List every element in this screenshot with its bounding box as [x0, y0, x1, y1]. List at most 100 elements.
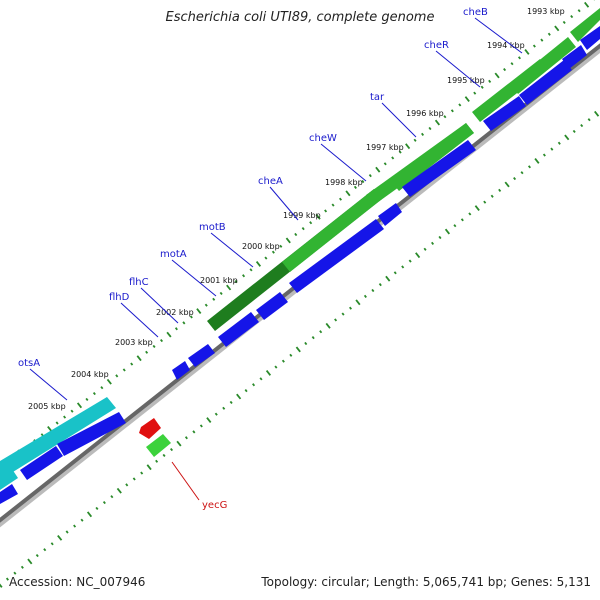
- gene-bar[interactable]: [282, 189, 382, 272]
- tick-mark: [65, 530, 69, 534]
- outer-tick-ring: [3, 0, 595, 466]
- tick-mark: [570, 15, 574, 19]
- tick-mark: [132, 477, 136, 481]
- tick-mark: [192, 430, 196, 434]
- tick-mark: [184, 436, 188, 440]
- cds-arrow[interactable]: [139, 418, 161, 439]
- kbp-label: 1993 kbp: [527, 7, 565, 16]
- tick-mark: [35, 553, 39, 558]
- cds-arrow[interactable]: [580, 26, 600, 50]
- cds-arrow[interactable]: [562, 45, 587, 69]
- tick-mark: [145, 350, 149, 354]
- tick-mark: [431, 241, 435, 245]
- tick-mark: [204, 303, 208, 307]
- tick-mark: [236, 393, 242, 400]
- tick-mark: [443, 115, 447, 119]
- tick-mark: [196, 308, 202, 314]
- gene-label-motB[interactable]: motB: [199, 222, 226, 233]
- tick-mark: [550, 147, 554, 151]
- tick-mark: [517, 56, 521, 60]
- tick-mark: [265, 370, 272, 376]
- tick-mark: [259, 377, 263, 381]
- label-leader-line: [435, 50, 481, 88]
- tick-mark: [5, 577, 9, 581]
- tick-mark: [532, 44, 536, 48]
- tick-mark: [43, 548, 47, 552]
- cds-arrow[interactable]: [402, 140, 476, 197]
- gene-bar[interactable]: [510, 37, 576, 94]
- tick-mark: [324, 209, 328, 213]
- tick-mark: [309, 221, 313, 225]
- gene-bar[interactable]: [0, 397, 116, 480]
- kbp-label: 2002 kbp: [156, 308, 194, 317]
- tick-mark: [355, 299, 361, 306]
- tick-mark: [393, 271, 397, 275]
- gene-label-cheB[interactable]: cheB: [463, 7, 488, 18]
- gene-label-motA[interactable]: motA: [160, 249, 187, 260]
- gene-label-cheR[interactable]: cheR: [424, 40, 449, 51]
- tick-mark: [13, 571, 17, 575]
- gene-label-yecG[interactable]: yecG: [202, 500, 227, 511]
- gene-label-flhD[interactable]: flhD: [109, 292, 130, 303]
- tick-mark: [160, 338, 164, 343]
- reverse-gene-track: [139, 418, 171, 457]
- label-leader-line: [171, 461, 200, 501]
- cds-arrow[interactable]: [188, 344, 215, 367]
- tick-mark: [572, 129, 576, 134]
- forward-cds-track: [0, 26, 600, 504]
- gene-label-flhC[interactable]: flhC: [129, 277, 149, 288]
- tick-mark: [453, 224, 457, 228]
- gene-label-tar[interactable]: tar: [370, 92, 385, 103]
- tick-mark: [345, 190, 351, 197]
- kbp-label: 2004 kbp: [71, 370, 109, 379]
- gene-bar[interactable]: [391, 123, 474, 191]
- tick-mark: [206, 417, 212, 423]
- tick-mark: [295, 346, 301, 353]
- kbp-label: 1998 kbp: [325, 178, 363, 187]
- kbp-label: 1997 kbp: [366, 143, 404, 152]
- tick-mark: [375, 166, 381, 173]
- cds-arrow[interactable]: [519, 60, 572, 105]
- label-leader-line: [474, 17, 523, 54]
- cds-arrow[interactable]: [0, 484, 18, 504]
- tick-mark: [80, 518, 84, 522]
- cds-arrow[interactable]: [57, 412, 126, 456]
- gene-label-otsA[interactable]: otsA: [18, 358, 40, 369]
- tick-mark: [504, 181, 510, 188]
- cds-arrow[interactable]: [378, 203, 402, 226]
- kbp-label: 1995 kbp: [447, 76, 485, 85]
- cds-arrow[interactable]: [20, 446, 63, 480]
- cds-arrow[interactable]: [172, 361, 190, 380]
- tick-mark: [540, 38, 544, 42]
- gene-bar[interactable]: [146, 434, 171, 457]
- tick-mark: [378, 283, 382, 287]
- tick-mark: [368, 174, 372, 178]
- tick-mark: [136, 355, 142, 362]
- tick-mark: [341, 312, 345, 316]
- cds-arrow[interactable]: [256, 292, 288, 320]
- tick-mark: [63, 415, 67, 419]
- tick-mark: [577, 9, 581, 13]
- gene-label-cheW[interactable]: cheW: [309, 133, 337, 144]
- gene-bar[interactable]: [570, 8, 600, 42]
- cds-arrow[interactable]: [483, 96, 526, 131]
- cds-arrow[interactable]: [218, 312, 259, 347]
- label-leader-line: [210, 232, 254, 268]
- gene-bar[interactable]: [0, 469, 18, 490]
- kbp-label: 1994 kbp: [487, 41, 525, 50]
- tick-mark: [219, 291, 223, 295]
- tick-mark: [264, 256, 268, 260]
- gene-label-cheA[interactable]: cheA: [258, 176, 283, 187]
- tick-mark: [554, 25, 560, 32]
- accession-text: Accession: NC_007946: [9, 575, 146, 589]
- tick-mark: [325, 322, 331, 329]
- tick-mark: [110, 495, 114, 499]
- cds-arrow[interactable]: [289, 219, 384, 293]
- map-title: Escherichia coli UTI89, complete genome: [165, 10, 435, 25]
- label-leader-line: [381, 102, 417, 138]
- tick-mark: [301, 227, 305, 231]
- tick-mark: [413, 138, 417, 142]
- tick-mark: [170, 447, 174, 452]
- tick-mark: [102, 500, 106, 505]
- tick-mark: [534, 158, 540, 164]
